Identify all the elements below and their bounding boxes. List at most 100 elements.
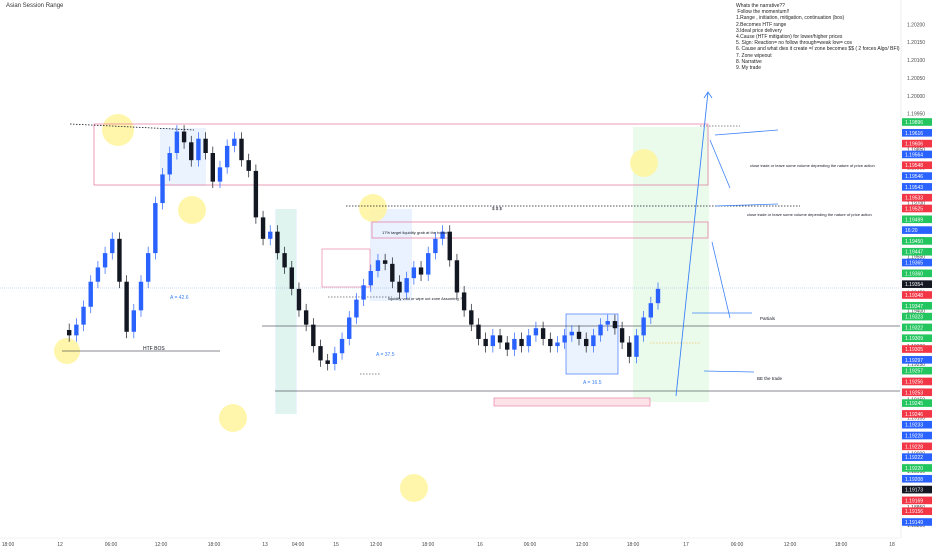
price-badge-label: 1.19208	[905, 477, 923, 483]
narrative-item: 6. Cause and what dies it create =/ zone…	[736, 46, 900, 53]
candle-body	[426, 253, 431, 275]
price-badge-label: 1.19228	[905, 434, 923, 440]
candle-body	[397, 281, 402, 293]
candle-body	[512, 338, 517, 350]
x-tick-label: 12:00	[370, 542, 383, 548]
candle-body	[117, 238, 122, 282]
candle-body	[74, 324, 79, 336]
price-badge	[902, 334, 932, 343]
price-badge	[902, 204, 932, 213]
price-badge-label: 1.19354	[905, 282, 923, 288]
price-badge	[902, 507, 932, 515]
narrative-item: 4.Cause (HTF mitigation) for lower/highe…	[736, 34, 843, 41]
price-badge	[902, 301, 932, 310]
chart-title: Asian Session Range	[6, 3, 64, 9]
x-tick-label: 13	[262, 542, 268, 548]
candle-body	[627, 342, 632, 357]
candle-body	[562, 335, 567, 343]
candle-body	[66, 329, 72, 336]
price-badge	[902, 356, 932, 364]
arrow	[703, 370, 755, 373]
price-badge	[902, 226, 932, 234]
price-badge	[902, 410, 932, 418]
green-zone	[276, 209, 296, 414]
candle-body	[311, 324, 316, 347]
y-tick-label: 1.19950	[907, 112, 925, 118]
price-badge	[902, 323, 932, 332]
price-badge-label: 1.19245	[905, 401, 923, 407]
arrow-head	[703, 91, 713, 99]
price-badge	[902, 464, 932, 472]
candle-body	[418, 267, 424, 275]
price-badge-label: 1.19533	[905, 196, 923, 202]
narrative-item: 5. Sign: Reaction= no follow through=wea…	[736, 40, 853, 47]
candle-body	[469, 310, 474, 325]
arrow	[714, 129, 779, 136]
candle-body	[483, 338, 488, 347]
swing-highlight	[102, 114, 134, 146]
candle-body	[433, 238, 438, 254]
x-tick-label: 06:00	[731, 542, 744, 548]
candle-body	[634, 335, 639, 357]
price-badge-label: 1.19896	[905, 120, 923, 126]
price-badge-label: 1.19546	[905, 174, 923, 180]
candle-body	[641, 317, 646, 336]
candle-body	[569, 331, 575, 336]
x-tick-label: 17	[683, 542, 689, 548]
price-badge	[902, 377, 932, 386]
candle-body	[131, 310, 137, 332]
annotation-label: close trade or leave some volume dependi…	[747, 212, 872, 217]
narrative-item: 9. My trade	[736, 65, 762, 72]
price-badge	[902, 496, 932, 505]
arrow	[709, 139, 731, 189]
price-badge-label: 1.19297	[905, 358, 923, 364]
candle-body	[196, 138, 201, 161]
candle-body	[260, 217, 266, 239]
y-tick-label: 1.20100	[907, 58, 925, 64]
price-badge-label: 1.19257	[905, 369, 923, 375]
candle-body	[160, 174, 165, 204]
price-badge	[902, 312, 932, 321]
x-tick-label: 16	[477, 542, 483, 548]
candle-body	[454, 260, 460, 293]
candle-body	[476, 324, 481, 339]
price-badge	[902, 269, 932, 278]
candle-body	[189, 142, 194, 161]
candle-body	[526, 335, 531, 347]
price-badge-label: 1.19616	[905, 131, 923, 137]
narrative-item: Follow the momentum!!	[737, 9, 790, 16]
price-badge	[902, 215, 932, 224]
candle-body	[354, 299, 359, 318]
price-badge	[902, 237, 932, 245]
price-badge	[902, 193, 932, 202]
trade-projection	[675, 91, 709, 397]
price-badge	[902, 345, 932, 353]
swing-highlight	[178, 196, 206, 224]
candle-body	[583, 338, 589, 347]
price-badge	[902, 172, 932, 180]
price-badge-label: 1.19169	[905, 498, 923, 504]
supply-zone	[93, 123, 709, 186]
candle-body	[368, 271, 373, 286]
price-badge-label: 1.19228	[905, 444, 923, 450]
candle-body	[591, 335, 596, 347]
price-badge	[902, 258, 932, 267]
narrative-item: 2.Becomes HTF range	[736, 21, 787, 28]
price-badge	[902, 129, 932, 137]
price-badge	[902, 420, 932, 429]
candle-body	[619, 328, 625, 343]
price-badge-label: 1.19543	[905, 185, 923, 191]
price-badge-label: 1.19149	[905, 520, 923, 526]
y-tick-label: 1.19550	[907, 255, 925, 261]
candle-body	[95, 267, 101, 282]
annotation-label: 17% target liquidity grab at the bottom	[382, 230, 450, 235]
price-badge-label: 1.19365	[905, 261, 923, 267]
price-badge	[902, 291, 932, 299]
narrative-title: Whats the narrative??	[736, 3, 785, 9]
annotation-label: $ $ $	[492, 206, 503, 211]
candle-body	[88, 281, 93, 307]
candle-body	[110, 238, 115, 254]
x-tick-label: 12	[57, 542, 63, 548]
